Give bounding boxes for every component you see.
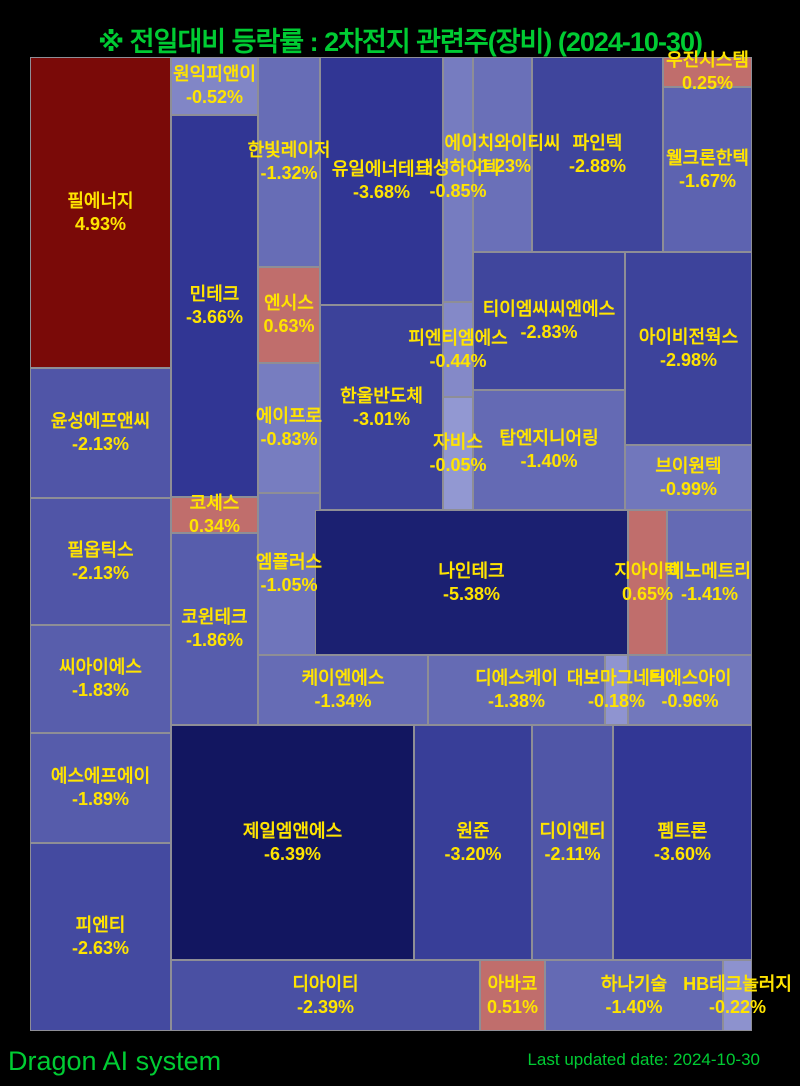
treemap-tile: [443, 302, 473, 397]
treemap-tile: [320, 305, 443, 510]
treemap-tile: [613, 725, 752, 960]
treemap-tile: [532, 57, 663, 252]
treemap-tile: [30, 368, 171, 498]
page-title: ※ 전일대비 등락률 : 2차전지 관련주(장비) (2024-10-30): [98, 27, 703, 57]
treemap-tile: [480, 960, 545, 1031]
treemap-tile: [443, 57, 473, 302]
treemap-tile: [30, 733, 171, 843]
treemap-tile: [414, 725, 532, 960]
treemap-tile: [473, 390, 625, 510]
treemap-tile: [30, 498, 171, 625]
treemap-tile: [258, 655, 428, 725]
treemap-tile: [532, 725, 613, 960]
treemap-tile: [625, 252, 752, 445]
treemap-tile: [30, 625, 171, 733]
treemap-tile: [667, 510, 752, 655]
treemap-tile: [171, 533, 258, 725]
watermark-brand: Dragon AI system: [8, 1046, 222, 1076]
treemap-tile: [473, 252, 625, 390]
treemap-tile: [171, 725, 414, 960]
treemap-tile: [171, 497, 258, 533]
treemap-tile: [30, 843, 171, 1031]
treemap-tile: [723, 960, 752, 1031]
treemap-tile: [625, 445, 752, 510]
treemap-tile: [171, 57, 258, 115]
treemap-tile: [628, 510, 667, 655]
treemap-tile: [171, 960, 480, 1031]
treemap-tile: [258, 57, 320, 267]
treemap-tile: [663, 57, 752, 87]
treemap-tile: [473, 57, 532, 252]
treemap-tile: [315, 510, 628, 655]
treemap-tile: [258, 493, 320, 655]
treemap-tile: [428, 655, 605, 725]
treemap-tile: [628, 655, 752, 725]
treemap-tile: [545, 960, 723, 1031]
treemap-tile: [258, 267, 320, 363]
last-updated-label: Last updated date: 2024-10-30: [527, 1050, 760, 1069]
treemap-tile: [320, 57, 443, 305]
treemap-tile: [171, 115, 258, 497]
treemap-tile: [258, 363, 320, 493]
treemap-tile: [443, 397, 473, 510]
treemap-tile: [605, 655, 628, 725]
treemap-tile: [663, 87, 752, 252]
treemap-tile: [30, 57, 171, 368]
